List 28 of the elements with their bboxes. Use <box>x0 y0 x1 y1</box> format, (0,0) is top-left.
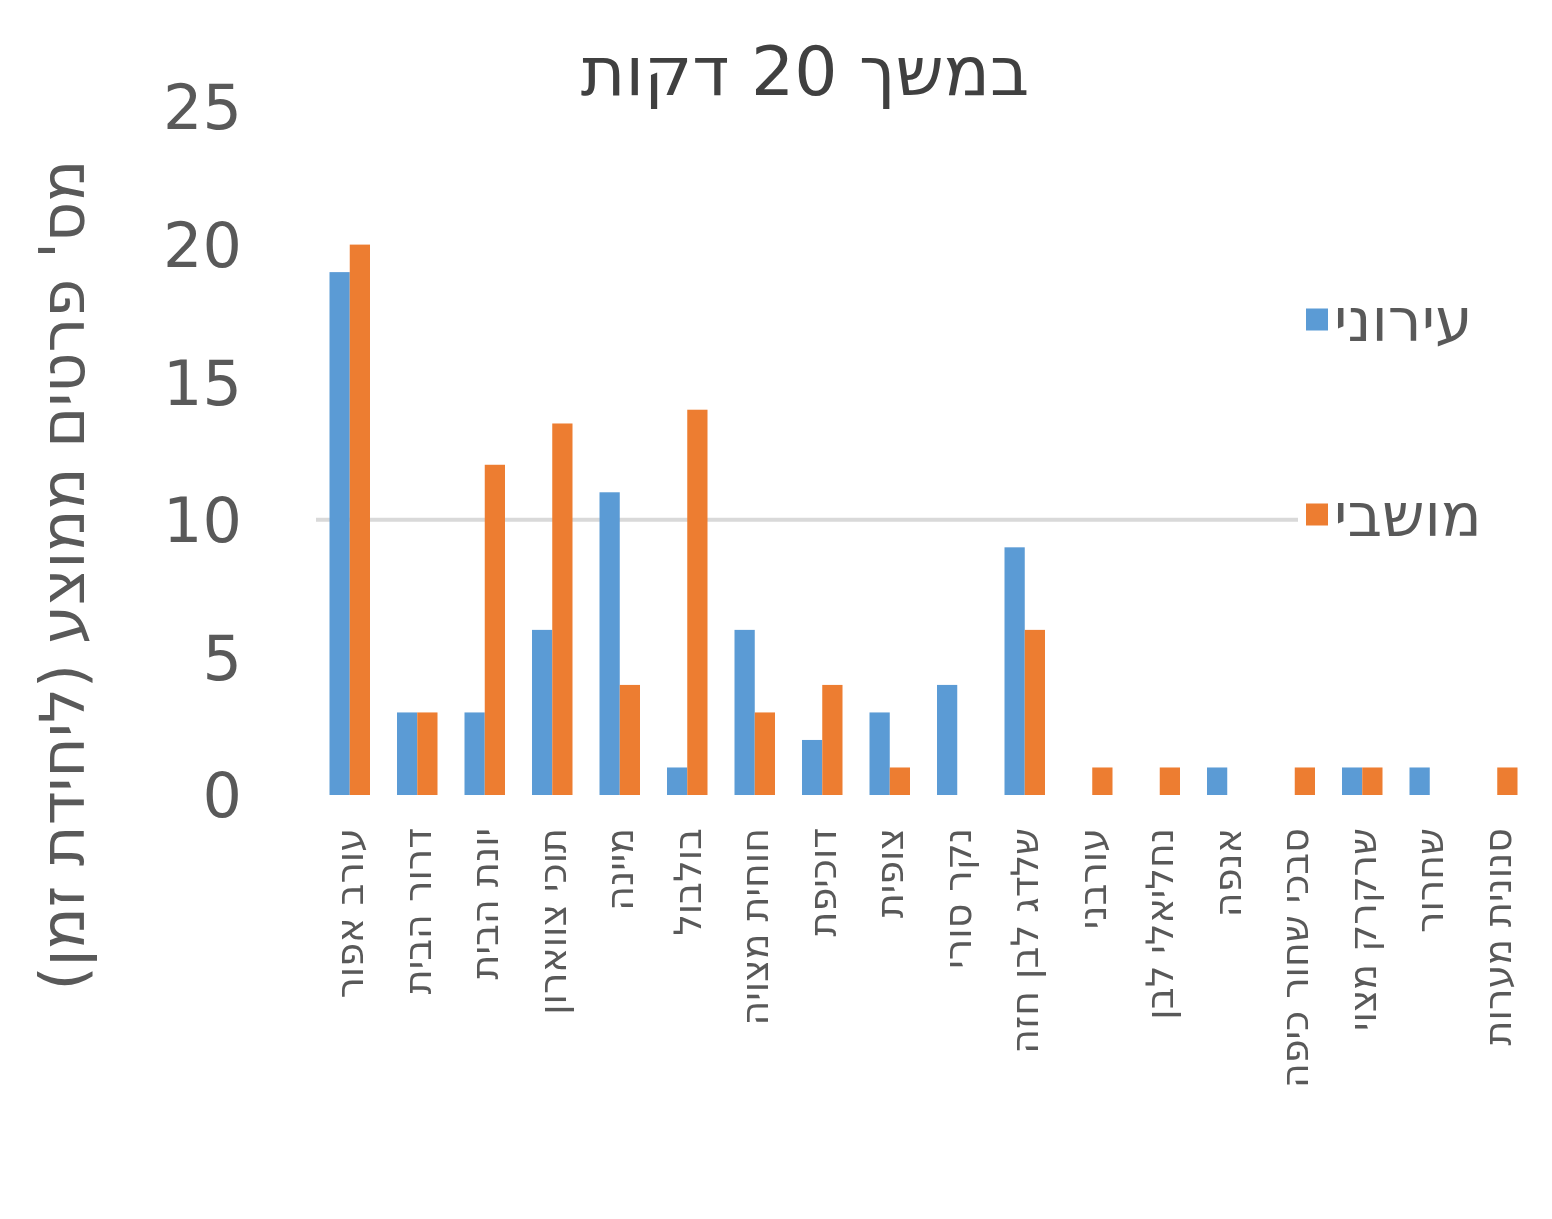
y-tick-label: 10 <box>163 484 242 558</box>
x-tick-label: חוחית מצויה <box>733 828 778 1026</box>
x-tick-label: נחליאלי לבן <box>1138 828 1183 1020</box>
y-tick-label: 5 <box>202 621 242 695</box>
x-tick-label: תוכי צווארון <box>530 828 575 1015</box>
y-tick-label: 0 <box>202 759 242 833</box>
title: במשך 20 דקות <box>580 32 1030 111</box>
x-tick-label: שרקרק מצוי <box>1340 828 1385 1032</box>
y-tick-label: 25 <box>163 71 242 145</box>
x-tick-label: סנונית מערות <box>1475 828 1520 1046</box>
x-tick-label: יונת הבית <box>463 828 508 980</box>
x-tick-label: נקר סורי <box>935 828 980 969</box>
x-tick-label: מיינה <box>598 828 643 911</box>
x-tick-label: עורבני <box>1070 828 1115 930</box>
x-tick-label: דוכיפת <box>800 828 845 937</box>
y-axis-title: מס' פרטים ממוצע (ליחידת זמן) <box>25 159 99 991</box>
x-tick-label: שלדג לבן חזה <box>1003 828 1048 1054</box>
x-tick-label: עורב אפור <box>328 828 373 999</box>
y-tick-label: 20 <box>163 208 242 282</box>
x-tick-label: דרור הבית <box>395 828 440 995</box>
y-tick-label: 15 <box>163 346 242 420</box>
legend-label: עירוני <box>1334 285 1473 356</box>
legend-label: מושבי <box>1334 480 1482 551</box>
x-tick-label: בולבול <box>665 828 710 936</box>
x-tick-label: אנפה <box>1205 828 1250 918</box>
x-tick-label: סבכי שחור כיפה <box>1273 828 1318 1089</box>
x-tick-label: צופית <box>868 828 913 919</box>
x-tick-label: שחרור <box>1408 828 1453 933</box>
